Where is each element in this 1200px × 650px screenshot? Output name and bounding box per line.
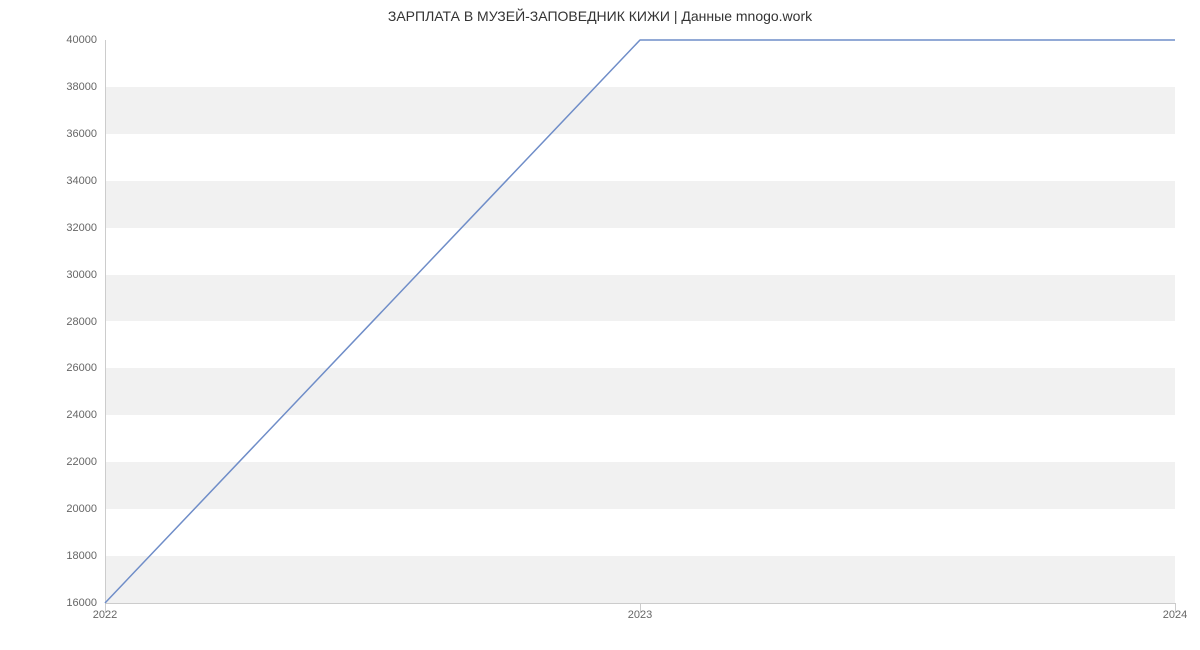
y-tick-label: 26000 [66, 362, 97, 374]
y-tick-label: 30000 [66, 269, 97, 281]
y-tick-label: 20000 [66, 503, 97, 515]
y-tick-label: 16000 [66, 597, 97, 609]
y-tick-label: 28000 [66, 316, 97, 328]
y-tick-label: 38000 [66, 81, 97, 93]
x-tick-label: 2024 [1163, 609, 1187, 621]
y-tick-label: 36000 [66, 128, 97, 140]
x-axis-line [105, 603, 1175, 604]
chart-title: ЗАРПЛАТА В МУЗЕЙ-ЗАПОВЕДНИК КИЖИ | Данны… [0, 8, 1200, 24]
y-tick-label: 18000 [66, 550, 97, 562]
y-tick-label: 22000 [66, 456, 97, 468]
series-layer [105, 40, 1175, 603]
plot-area: 1600018000200002200024000260002800030000… [105, 40, 1175, 603]
series-line-salary [105, 40, 1175, 603]
y-tick-label: 40000 [66, 34, 97, 46]
x-tick-label: 2023 [628, 609, 652, 621]
y-tick-label: 34000 [66, 175, 97, 187]
x-tick-label: 2022 [93, 609, 117, 621]
y-tick-label: 32000 [66, 222, 97, 234]
salary-line-chart: ЗАРПЛАТА В МУЗЕЙ-ЗАПОВЕДНИК КИЖИ | Данны… [0, 0, 1200, 650]
y-tick-label: 24000 [66, 409, 97, 421]
